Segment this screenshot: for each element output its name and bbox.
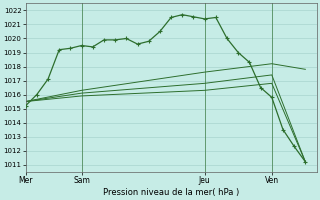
X-axis label: Pression niveau de la mer( hPa ): Pression niveau de la mer( hPa ) <box>103 188 239 197</box>
